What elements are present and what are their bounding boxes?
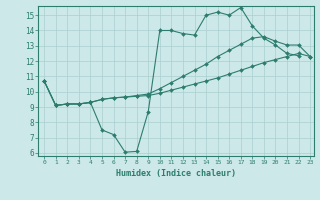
X-axis label: Humidex (Indice chaleur): Humidex (Indice chaleur) [116, 169, 236, 178]
